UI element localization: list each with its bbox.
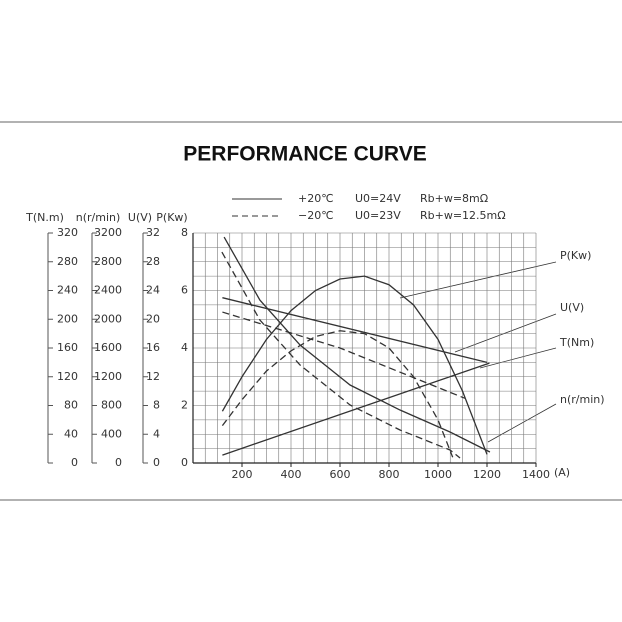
- y4-tick-label: 4: [153, 427, 160, 440]
- y4-tick-label: 12: [146, 370, 160, 383]
- y2-tick-label: 280: [57, 255, 78, 268]
- y-tick-label: 2: [181, 399, 188, 412]
- curve-label: n(r/min): [560, 393, 605, 406]
- y3-tick-label: 1200: [94, 370, 122, 383]
- x-tick-label: 600: [330, 468, 351, 481]
- curve: [222, 297, 488, 364]
- legend-text: +20℃: [298, 192, 334, 205]
- y4-tick-label: 28: [146, 255, 160, 268]
- y2-tick-label: 80: [64, 399, 78, 412]
- leader-line: [399, 261, 557, 299]
- leader-line: [479, 347, 557, 369]
- x-tick-label: 200: [232, 468, 253, 481]
- y4-tick-label: 0: [153, 456, 160, 469]
- y3-tick-label: 800: [101, 399, 122, 412]
- legend-text: Rb+w=8mΩ: [420, 192, 488, 205]
- y4-axis-label: U(V): [128, 211, 152, 224]
- y4-tick-label: 8: [153, 399, 160, 412]
- y3-tick-label: 1600: [94, 341, 122, 354]
- curve: [221, 330, 454, 458]
- y-axis-label: P(Kw): [156, 211, 187, 224]
- y3-tick-label: 2000: [94, 312, 122, 325]
- y2-tick-label: 160: [57, 341, 78, 354]
- y2-tick-label: 40: [64, 427, 78, 440]
- legend-text: Rb+w=12.5mΩ: [420, 209, 506, 222]
- y3-tick-label: 2800: [94, 255, 122, 268]
- leader-line: [454, 313, 557, 353]
- curve: [222, 362, 490, 456]
- curve-label: T(Nm): [559, 336, 594, 349]
- curve-label: P(Kw): [560, 249, 591, 262]
- leader-line: [487, 403, 557, 443]
- curve: [221, 251, 461, 459]
- y3-tick-label: 2400: [94, 284, 122, 297]
- y3-tick-label: 400: [101, 427, 122, 440]
- y-tick-label: 8: [181, 226, 188, 239]
- y4-tick-label: 32: [146, 226, 160, 239]
- curve-label: U(V): [560, 301, 584, 314]
- y4-tick-label: 24: [146, 284, 160, 297]
- y3-axis-label: n(r/min): [76, 211, 121, 224]
- y4-tick-label: 20: [146, 312, 160, 325]
- y2-tick-label: 120: [57, 370, 78, 383]
- y2-axis-label: T(N.m): [25, 211, 64, 224]
- y2-tick-label: 200: [57, 312, 78, 325]
- y3-tick-label: 0: [115, 456, 122, 469]
- x-tick-label: 800: [379, 468, 400, 481]
- x-axis-label: (A): [554, 466, 570, 479]
- curve: [222, 311, 466, 399]
- curve: [223, 236, 491, 453]
- y2-tick-label: 0: [71, 456, 78, 469]
- curve: [221, 275, 488, 455]
- y4-tick-label: 16: [146, 341, 160, 354]
- y-tick-label: 0: [181, 456, 188, 469]
- legend-text: U0=24V: [355, 192, 401, 205]
- y2-tick-label: 320: [57, 226, 78, 239]
- x-tick-label: 1200: [473, 468, 501, 481]
- legend-text: U0=23V: [355, 209, 401, 222]
- chart-title: PERFORMANCE CURVE: [183, 143, 426, 166]
- x-tick-label: 1000: [424, 468, 452, 481]
- y3-tick-label: 3200: [94, 226, 122, 239]
- y-tick-label: 4: [181, 341, 188, 354]
- y-tick-label: 6: [181, 284, 188, 297]
- y2-tick-label: 240: [57, 284, 78, 297]
- legend-text: −20℃: [298, 209, 334, 222]
- x-tick-label: 1400: [522, 468, 550, 481]
- x-tick-label: 400: [281, 468, 302, 481]
